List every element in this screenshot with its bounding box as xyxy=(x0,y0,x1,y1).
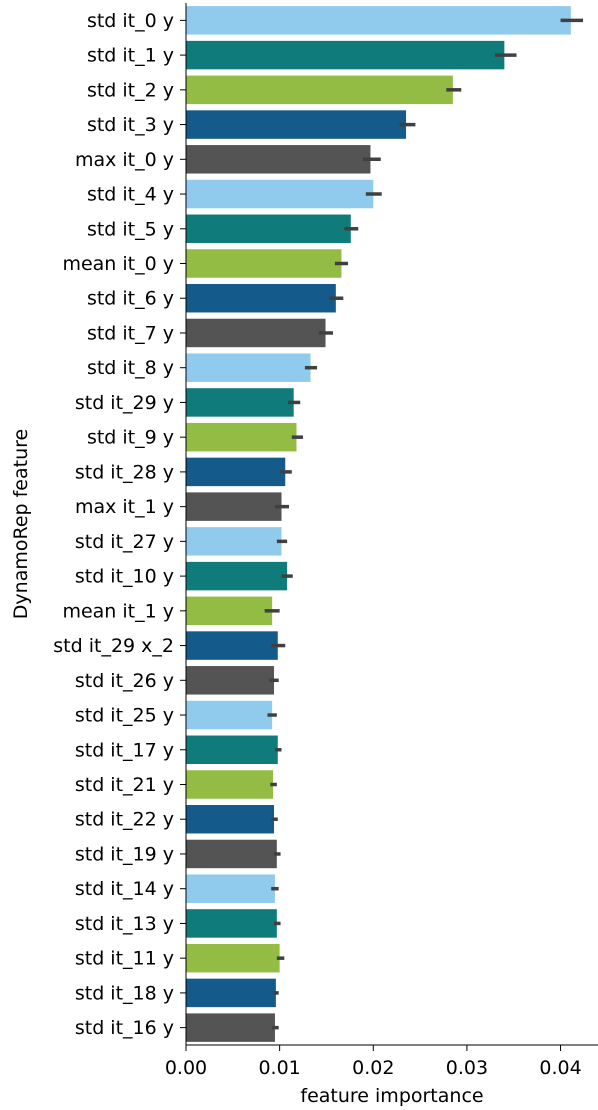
y-tick-labels: std it_0 y std it_1 y std it_2 y std it_3 y… xyxy=(53,10,186,1039)
y-tick-label: std it_17 y xyxy=(75,739,174,761)
y-tick-label: std it_29 y xyxy=(75,392,174,414)
bar xyxy=(186,388,294,417)
y-tick-label: std it_0 y xyxy=(87,10,174,32)
error-bars-group xyxy=(264,18,584,1030)
x-tick-label: 0.01 xyxy=(258,1057,300,1079)
y-tick-label: std it_25 y xyxy=(75,705,174,727)
x-tick-label: 0.04 xyxy=(539,1057,581,1079)
bar xyxy=(186,283,336,313)
bar xyxy=(186,179,374,209)
y-tick-label: std it_11 y xyxy=(75,948,174,970)
y-tick-label: std it_22 y xyxy=(75,809,174,831)
bar xyxy=(186,909,277,938)
y-tick-label: max it_0 y xyxy=(75,149,174,171)
x-tick-label: 0.02 xyxy=(352,1057,394,1079)
bar xyxy=(186,40,505,70)
bar xyxy=(186,631,278,660)
bar xyxy=(186,839,277,869)
bar xyxy=(186,770,274,799)
bar xyxy=(186,943,280,973)
bar xyxy=(186,561,288,591)
bar xyxy=(186,75,453,105)
bar xyxy=(186,145,371,174)
bar xyxy=(186,6,571,35)
y-tick-label: std it_28 y xyxy=(75,461,174,483)
x-axis-label: feature importance xyxy=(300,1085,483,1107)
y-tick-label: std it_8 y xyxy=(87,357,174,379)
bar xyxy=(186,249,342,278)
bar xyxy=(186,110,407,139)
y-tick-label: std it_4 y xyxy=(87,184,174,206)
x-ticks: 0.00 0.01 0.02 0.03 0.04 xyxy=(165,1045,582,1079)
y-tick-label: std it_18 y xyxy=(75,982,174,1004)
bar xyxy=(186,422,297,452)
bar xyxy=(186,596,273,626)
y-tick-label: std it_19 y xyxy=(75,843,174,865)
bar xyxy=(186,735,278,765)
x-tick-label: 0.00 xyxy=(165,1057,207,1079)
y-tick-label: std it_21 y xyxy=(75,774,174,796)
y-tick-label: std it_14 y xyxy=(75,878,174,900)
y-tick-label: std it_10 y xyxy=(75,566,174,588)
bar xyxy=(186,978,276,1008)
bar xyxy=(186,492,282,521)
y-axis-label: DynamoRep feature xyxy=(10,429,32,619)
y-tick-label: std it_29 x_2 xyxy=(53,635,174,657)
x-tick-label: 0.03 xyxy=(446,1057,488,1079)
bar xyxy=(186,666,275,695)
y-tick-label: std it_9 y xyxy=(87,427,174,449)
bar xyxy=(186,874,275,903)
bar xyxy=(186,353,311,382)
y-tick-label: std it_13 y xyxy=(75,913,174,935)
bar xyxy=(186,318,326,348)
y-tick-label: std it_27 y xyxy=(75,531,174,553)
bar xyxy=(186,804,275,834)
y-tick-label: std it_16 y xyxy=(75,1017,174,1039)
bar xyxy=(186,527,282,556)
bar xyxy=(186,1013,275,1042)
bar xyxy=(186,700,273,730)
bars-group xyxy=(186,6,571,1042)
y-tick-label: std it_1 y xyxy=(87,45,174,67)
y-tick-label: std it_5 y xyxy=(87,218,174,240)
y-tick-label: mean it_0 y xyxy=(62,253,174,275)
y-tick-label: std it_7 y xyxy=(87,322,174,344)
y-tick-label: std it_3 y xyxy=(87,114,174,136)
y-tick-label: std it_2 y xyxy=(87,79,174,101)
y-tick-label: mean it_1 y xyxy=(62,600,174,622)
bar xyxy=(186,214,351,244)
bar xyxy=(186,457,286,487)
y-tick-label: std it_26 y xyxy=(75,670,174,692)
y-tick-label: std it_6 y xyxy=(87,288,174,310)
y-tick-label: max it_1 y xyxy=(75,496,174,518)
